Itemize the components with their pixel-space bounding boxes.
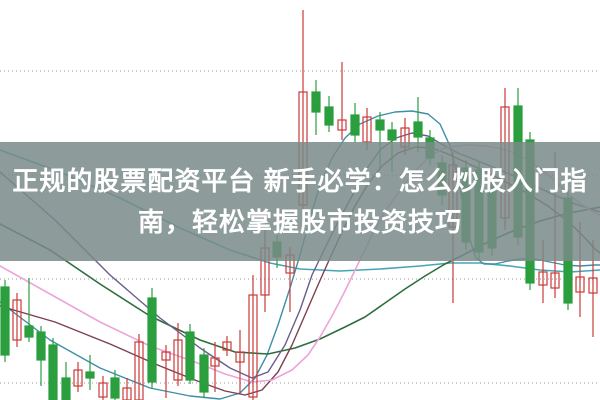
candle-body [324,106,334,126]
candle-body [588,277,598,294]
banner-title-line-1: 正规的股票配资平台 新手必学：怎么炒股入门指 [12,165,588,196]
candle-body [235,351,245,363]
candle-body [375,119,385,131]
candle-body [222,341,232,351]
candle-body [538,271,548,286]
candle-body [311,91,321,113]
candle-body [185,331,195,381]
candle-body [73,369,83,387]
candle-body [337,119,347,131]
candle-body [61,377,71,400]
candle-body [134,341,144,400]
candle-body [147,297,157,383]
candle-body [575,276,585,293]
candle-body [0,286,10,356]
candle-body [210,357,220,367]
candle-body [350,114,360,136]
candle-body [122,387,132,400]
candle-body [48,344,58,400]
candle-body [387,129,397,141]
title-banner-overlay: 正规的股票配资平台 新手必学：怎么炒股入门指 南，轻松掌握股市投资技巧 [0,142,600,261]
candle-body [110,377,120,399]
candle-body [173,339,183,381]
candle-body [85,371,95,379]
candle-body [199,354,209,393]
banner-title-line-2: 南，轻松掌握股市投资技巧 [137,206,462,237]
candle-body [161,351,171,361]
candle-body [36,331,46,361]
candle-body [248,294,258,398]
candle-body [550,272,560,289]
candle-body [98,382,108,398]
candle-body [24,325,34,338]
candle-body [413,121,423,138]
candle-body [12,299,22,341]
